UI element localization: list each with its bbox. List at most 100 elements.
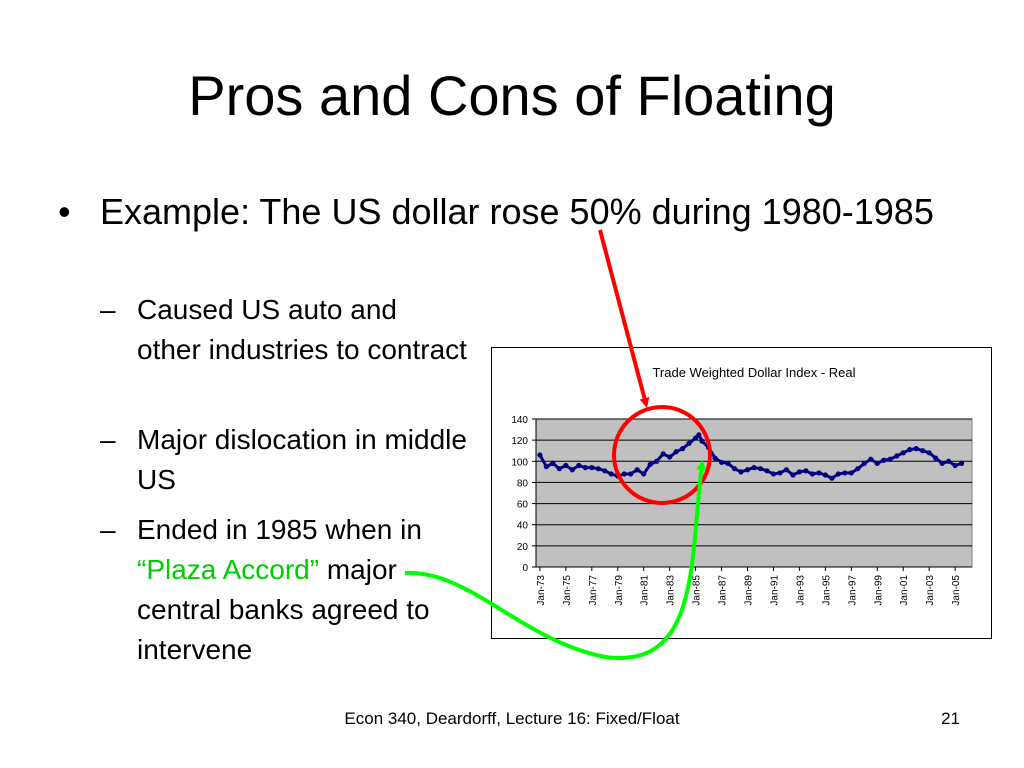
data-point xyxy=(725,460,731,466)
data-point xyxy=(894,453,900,459)
data-point xyxy=(913,446,919,452)
data-point xyxy=(608,471,614,477)
data-point xyxy=(563,462,569,469)
data-point xyxy=(907,447,913,453)
data-point xyxy=(751,465,757,471)
data-point xyxy=(959,460,965,466)
chart-container: Trade Weighted Dollar Index - Real 0 20 40 6… xyxy=(491,347,992,639)
data-point xyxy=(696,432,702,438)
x-tick-label: Jan-99 xyxy=(873,575,884,606)
y-tick-label: 60 xyxy=(517,500,529,511)
y-tick-label: 100 xyxy=(511,457,528,468)
data-point xyxy=(881,457,887,463)
slide-title: Pros and Cons of Floating xyxy=(188,64,836,127)
data-point xyxy=(796,469,803,475)
data-point xyxy=(628,471,634,477)
sub-item-text: Ended in 1985 when in “Plaza Accord” maj… xyxy=(137,510,467,670)
data-point xyxy=(569,467,575,473)
sub-item-text-pre: Ended in 1985 when in xyxy=(137,514,422,545)
sub-item-text: Major dislocation in middle US xyxy=(137,424,467,495)
data-point xyxy=(589,465,595,471)
x-tick-label: Jan-85 xyxy=(692,575,703,606)
y-tick-label: 80 xyxy=(517,478,529,489)
data-point xyxy=(757,466,764,472)
data-point xyxy=(952,462,958,469)
data-point xyxy=(673,449,679,455)
x-tick-label: Jan-87 xyxy=(718,575,729,606)
data-point xyxy=(926,450,932,456)
data-point xyxy=(647,461,653,468)
bullet-dot: • xyxy=(58,191,71,232)
data-point xyxy=(576,462,582,469)
data-point xyxy=(686,440,692,446)
data-point xyxy=(900,450,906,456)
data-point xyxy=(809,471,815,477)
data-point xyxy=(770,471,777,477)
x-tick-label: Jan-73 xyxy=(536,575,547,606)
data-point xyxy=(680,446,686,452)
data-point xyxy=(783,467,790,473)
data-point xyxy=(543,463,549,470)
chart-title: Trade Weighted Dollar Index - Real xyxy=(652,365,855,380)
data-point xyxy=(582,465,588,471)
sub-item-text: Caused US auto and other industries to c… xyxy=(137,294,467,365)
data-point xyxy=(855,466,861,472)
y-tick-label: 120 xyxy=(511,436,528,447)
dash: – xyxy=(100,294,116,325)
data-point xyxy=(738,469,744,475)
data-point xyxy=(744,467,751,473)
x-tick-label: Jan-75 xyxy=(562,575,573,606)
data-point xyxy=(556,466,562,472)
data-point xyxy=(861,460,867,466)
y-tick-label: 0 xyxy=(522,563,528,574)
data-point xyxy=(537,452,543,458)
data-point xyxy=(602,468,608,474)
data-point xyxy=(835,471,841,477)
sub-item-text-post: major central banks agreed to intervene xyxy=(137,554,430,665)
data-point xyxy=(946,458,952,464)
dollar-index-chart: Trade Weighted Dollar Index - Real 0 20 40 6… xyxy=(511,365,973,606)
data-point xyxy=(887,456,893,462)
x-tick-label: Jan-05 xyxy=(951,575,962,606)
data-point xyxy=(595,466,601,472)
data-point xyxy=(829,475,835,481)
footer-course: Econ 340, Deardorff, Lecture 16: Fixed/F… xyxy=(344,709,680,728)
data-point xyxy=(874,460,880,466)
y-tick-label: 140 xyxy=(511,415,528,426)
data-point xyxy=(712,455,718,461)
data-point xyxy=(667,454,673,460)
data-point xyxy=(842,470,848,476)
data-point xyxy=(939,460,945,466)
x-tick-label: Jan-03 xyxy=(925,575,936,606)
x-tick-label: Jan-91 xyxy=(769,575,780,606)
data-point xyxy=(816,470,822,476)
data-point xyxy=(731,466,738,472)
data-point xyxy=(764,468,770,474)
data-point xyxy=(822,472,828,478)
data-point xyxy=(920,448,926,454)
data-point xyxy=(615,473,621,479)
dash: – xyxy=(100,424,116,455)
x-tick-label: Jan-83 xyxy=(666,575,677,606)
data-point xyxy=(699,438,705,444)
page-number: 21 xyxy=(941,709,960,728)
data-point xyxy=(803,468,809,474)
plot-area xyxy=(535,418,973,568)
data-point xyxy=(641,471,647,477)
main-bullet-text: Example: The US dollar rose 50% during 1… xyxy=(100,191,934,232)
x-tick-label: Jan-01 xyxy=(899,575,910,606)
data-point xyxy=(550,460,556,466)
data-point xyxy=(718,459,725,465)
data-point xyxy=(634,467,640,473)
y-tick-label: 20 xyxy=(517,542,529,553)
data-point xyxy=(705,444,712,451)
data-point xyxy=(933,455,939,461)
data-point xyxy=(790,472,796,478)
data-point xyxy=(660,451,666,457)
dash: – xyxy=(100,514,116,545)
x-tick-label: Jan-89 xyxy=(744,575,755,606)
x-tick-label: Jan-97 xyxy=(847,575,858,606)
data-point xyxy=(868,456,874,462)
data-point xyxy=(777,470,783,476)
data-point xyxy=(654,458,660,464)
